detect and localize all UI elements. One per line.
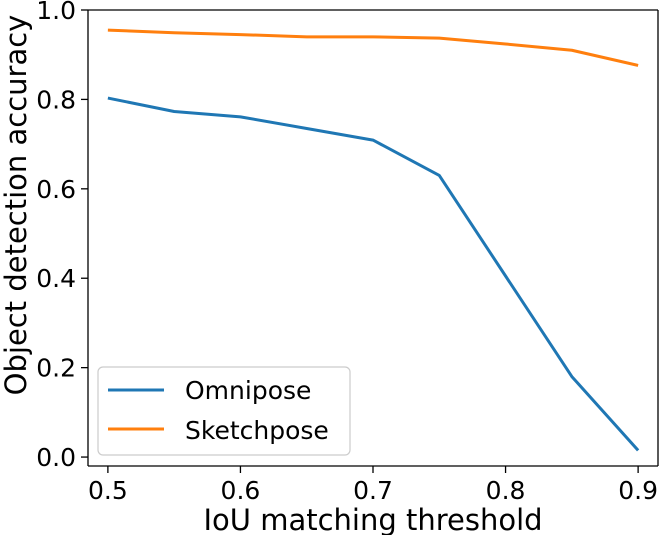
x-tick-label: 0.6 xyxy=(221,476,261,505)
y-tick-label: 0.4 xyxy=(36,264,76,293)
y-tick-label: 0.6 xyxy=(36,175,76,204)
series-layer xyxy=(107,28,640,452)
x-tick-label: 0.8 xyxy=(486,476,526,505)
legend-label-sketchpose: Sketchpose xyxy=(185,416,329,445)
x-axis-ticks: 0.5 0.6 0.7 0.8 0.9 xyxy=(88,466,658,505)
y-tick-label: 0.2 xyxy=(36,354,76,383)
x-tick-label: 0.5 xyxy=(88,476,128,505)
x-tick-label: 0.9 xyxy=(618,476,658,505)
y-axis-label: Object detection accuracy xyxy=(0,15,33,396)
x-axis-label: IoU matching threshold xyxy=(203,503,542,535)
x-tick-label: 0.7 xyxy=(353,476,393,505)
legend-label-omnipose: Omnipose xyxy=(185,376,311,405)
legend: Omnipose Sketchpose xyxy=(97,366,351,456)
series-line-omnipose xyxy=(107,96,640,452)
y-axis-ticks: 0.0 0.2 0.4 0.6 0.8 1.0 xyxy=(36,0,88,472)
y-tick-label: 1.0 xyxy=(36,0,76,25)
y-tick-label: 0.8 xyxy=(36,85,76,114)
series-line-sketchpose xyxy=(107,28,639,67)
y-tick-label: 0.0 xyxy=(36,443,76,472)
